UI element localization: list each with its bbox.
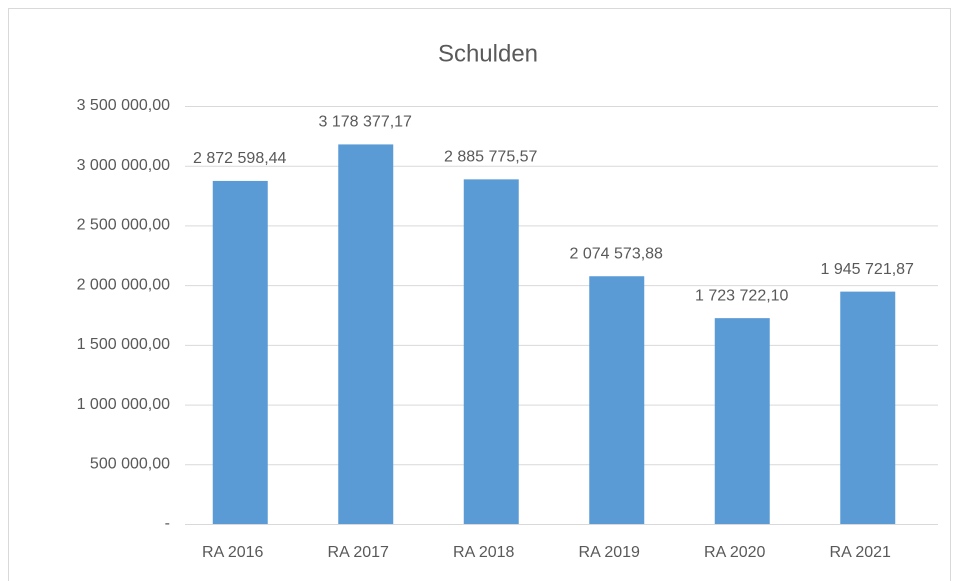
y-tick-label: 2 000 000,00 <box>77 276 171 293</box>
x-tick-label: RA 2021 <box>830 544 891 561</box>
value-label: 2 872 598,44 <box>193 150 287 167</box>
value-label: 3 178 377,17 <box>319 114 413 131</box>
value-label: 2 074 573,88 <box>570 245 664 262</box>
value-label: 1 945 721,87 <box>821 261 915 278</box>
y-tick-label: 1 500 000,00 <box>77 336 171 353</box>
y-tick-label: 500 000,00 <box>90 456 170 473</box>
x-tick-label: RA 2020 <box>704 544 765 561</box>
x-tick-label: RA 2017 <box>328 544 389 561</box>
value-label: 2 885 775,57 <box>444 149 538 166</box>
chart-title: Schulden <box>438 40 538 67</box>
bar <box>840 291 896 524</box>
y-tick-label: 2 500 000,00 <box>77 217 171 234</box>
y-tick-label: 3 500 000,00 <box>77 97 171 114</box>
x-tick-label: RA 2018 <box>453 544 514 561</box>
chart-border <box>8 8 951 581</box>
y-tick-label: - <box>165 515 170 532</box>
bar <box>714 318 770 524</box>
y-tick-label: 1 000 000,00 <box>77 396 171 413</box>
bar <box>212 180 268 524</box>
y-tick-label: 3 000 000,00 <box>77 157 171 174</box>
bar <box>338 144 394 524</box>
x-tick-label: RA 2016 <box>202 544 263 561</box>
x-tick-label: RA 2019 <box>579 544 640 561</box>
value-label: 1 723 722,10 <box>695 287 789 304</box>
bar <box>589 276 645 524</box>
bar <box>463 179 519 524</box>
